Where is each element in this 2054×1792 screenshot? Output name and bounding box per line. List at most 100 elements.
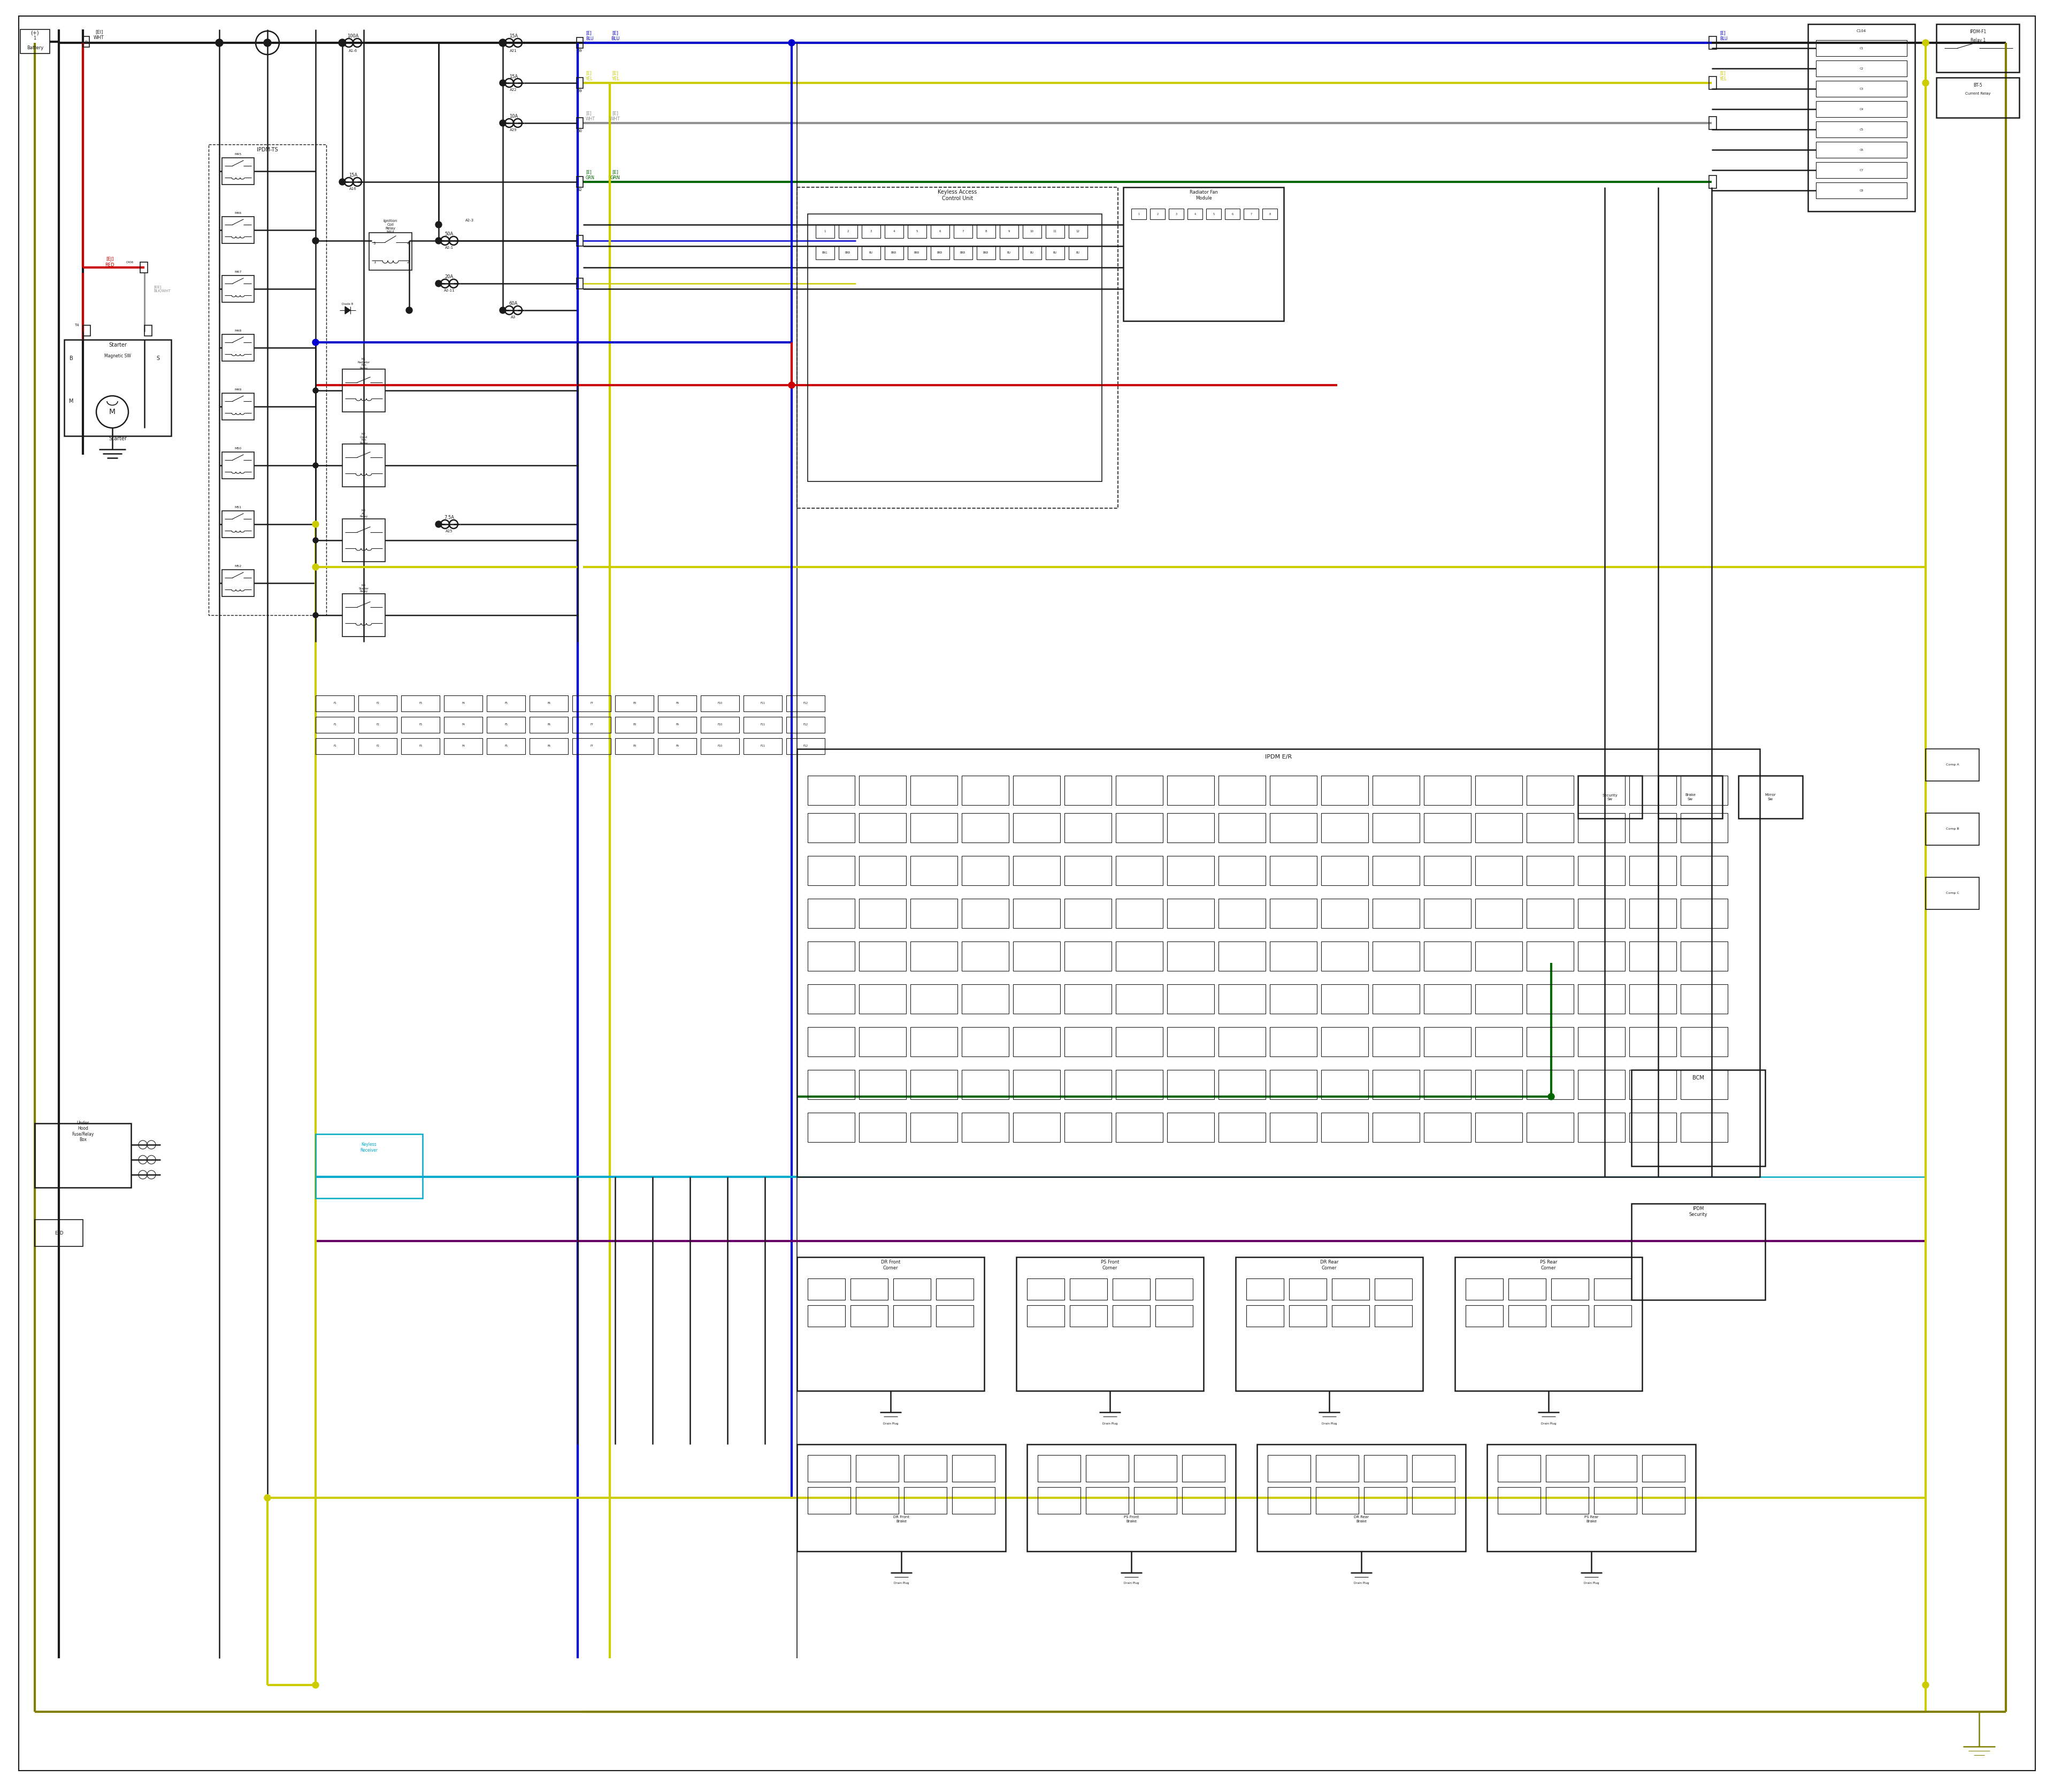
Bar	[1423, 1027, 1471, 1057]
Bar	[487, 738, 526, 754]
Bar	[1577, 984, 1625, 1014]
Text: [E]
YEL: [E] YEL	[612, 70, 618, 81]
Circle shape	[499, 120, 505, 125]
Circle shape	[312, 1683, 318, 1688]
Bar	[937, 1278, 974, 1299]
Bar	[1680, 898, 1727, 928]
Circle shape	[265, 1495, 271, 1502]
Bar	[953, 224, 972, 238]
Bar	[1013, 814, 1060, 842]
Bar	[1629, 941, 1676, 971]
Bar	[1331, 1278, 1370, 1299]
Text: Comp A: Comp A	[1945, 763, 1960, 767]
Bar	[1629, 1070, 1676, 1098]
Bar	[401, 695, 440, 711]
Bar	[859, 776, 906, 805]
Text: F6: F6	[546, 724, 550, 726]
Text: [EI]
WHT: [EI] WHT	[94, 30, 105, 39]
Bar	[1027, 1444, 1237, 1552]
Bar	[1526, 1113, 1573, 1142]
Text: F4: F4	[462, 702, 464, 704]
Circle shape	[216, 39, 224, 47]
Bar	[1013, 1027, 1060, 1057]
Bar	[961, 1070, 1009, 1098]
Bar	[1551, 1305, 1588, 1326]
Circle shape	[339, 39, 345, 47]
Text: F9: F9	[676, 745, 678, 747]
Bar	[1467, 1305, 1504, 1326]
Bar	[1064, 1070, 1111, 1098]
Text: M1
Radiator
Fan
Relay: M1 Radiator Fan Relay	[357, 358, 370, 369]
Bar	[1321, 814, 1368, 842]
Bar	[1064, 898, 1111, 928]
Text: (+): (+)	[31, 30, 39, 36]
Bar	[1115, 898, 1163, 928]
Bar	[1154, 1278, 1193, 1299]
Bar	[657, 738, 696, 754]
Text: 50A: 50A	[446, 231, 454, 237]
Text: Mirror
Sw: Mirror Sw	[1764, 794, 1777, 801]
Bar	[1680, 1113, 1727, 1142]
Bar	[577, 38, 583, 48]
Bar	[1629, 776, 1676, 805]
Text: F2: F2	[376, 724, 380, 726]
Circle shape	[435, 222, 442, 228]
Bar	[744, 738, 783, 754]
Text: F6: F6	[546, 745, 550, 747]
Text: C5: C5	[1859, 127, 1863, 131]
Bar	[1317, 1487, 1358, 1514]
Bar	[1187, 208, 1202, 219]
Bar	[1927, 814, 1980, 846]
Bar	[222, 452, 255, 478]
Text: 1: 1	[33, 36, 37, 41]
Bar	[1257, 1444, 1467, 1552]
Bar	[82, 36, 88, 47]
Bar	[961, 814, 1009, 842]
Bar	[1816, 183, 1906, 199]
Bar	[1263, 208, 1278, 219]
Text: Comp C: Comp C	[1945, 892, 1960, 894]
Text: [E]
WHT: [E] WHT	[585, 111, 596, 122]
Text: PS Front
Corner: PS Front Corner	[1101, 1260, 1119, 1271]
Bar	[444, 695, 483, 711]
Text: A22: A22	[509, 88, 518, 91]
Bar	[1064, 1027, 1111, 1057]
Text: BRB: BRB	[984, 251, 988, 254]
Bar	[807, 776, 854, 805]
Bar	[1269, 1027, 1317, 1057]
Bar	[1169, 208, 1183, 219]
Bar	[35, 1220, 82, 1247]
Bar	[700, 738, 739, 754]
Text: BRB: BRB	[844, 251, 850, 254]
Bar	[1290, 1305, 1327, 1326]
Bar	[787, 738, 826, 754]
Circle shape	[499, 306, 505, 314]
Bar	[1064, 984, 1111, 1014]
Bar	[1364, 1487, 1407, 1514]
Text: DR Front
Brake: DR Front Brake	[893, 1516, 910, 1523]
Bar	[859, 814, 906, 842]
Bar	[807, 1278, 844, 1299]
Bar	[1641, 1487, 1684, 1514]
Bar	[1218, 941, 1265, 971]
Text: Drain Plug: Drain Plug	[883, 1423, 898, 1425]
Bar	[1508, 1305, 1547, 1326]
Bar	[863, 224, 881, 238]
Text: Relay 1: Relay 1	[1970, 38, 1986, 43]
Text: 59: 59	[577, 90, 581, 93]
Text: Starter: Starter	[109, 342, 127, 348]
Bar	[1423, 1113, 1471, 1142]
Bar	[316, 717, 353, 733]
Bar	[838, 246, 857, 260]
Bar	[1497, 1487, 1540, 1514]
Bar	[1816, 39, 1906, 56]
Bar	[1167, 898, 1214, 928]
Bar	[1247, 1305, 1284, 1326]
Bar	[1526, 814, 1573, 842]
Text: M47: M47	[234, 271, 242, 272]
Bar	[910, 898, 957, 928]
Text: F5: F5	[505, 702, 507, 704]
Text: Drain Plug: Drain Plug	[1354, 1582, 1368, 1584]
Bar	[1150, 208, 1165, 219]
Text: [E]
GRN: [E] GRN	[585, 170, 596, 181]
